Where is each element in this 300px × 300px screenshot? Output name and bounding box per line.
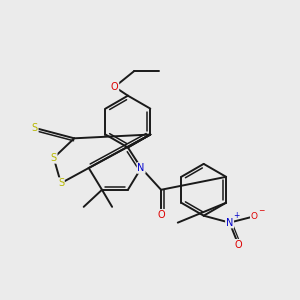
Text: O: O [111,82,119,92]
Text: O: O [251,212,258,221]
Text: N: N [137,163,145,173]
Text: −: − [258,206,264,215]
Text: O: O [157,210,165,220]
Text: S: S [32,123,38,133]
Text: +: + [233,211,239,220]
Text: N: N [226,218,233,228]
Text: O: O [235,240,242,250]
Text: S: S [58,178,64,188]
Text: S: S [51,153,57,163]
